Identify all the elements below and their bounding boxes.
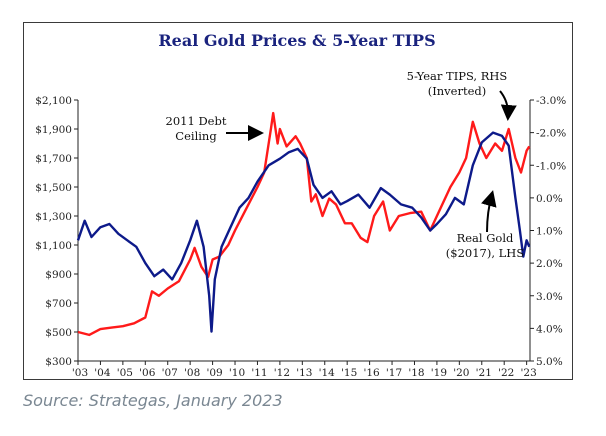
series-line-real-gold <box>77 111 531 337</box>
x-tick-label: '15 <box>341 367 357 379</box>
x-tick-label: '10 <box>229 367 245 379</box>
left-tick-label: $1,100 <box>35 240 72 252</box>
right-tick-label: 1.0% <box>536 226 563 238</box>
right-tick-label: 0.0% <box>536 193 563 205</box>
annotation-gold-line2: ($2017), LHS <box>446 246 525 260</box>
left-tick-label: $2,100 <box>35 95 72 107</box>
right-tick-label: 2.0% <box>536 258 563 270</box>
x-tick-label: '22 <box>498 367 514 379</box>
x-tick-label: '03 <box>72 367 88 379</box>
x-tick-label: '09 <box>206 367 222 379</box>
x-tick-label: '17 <box>386 367 402 379</box>
x-tick-label: '20 <box>453 367 469 379</box>
annotation-gold-arrow <box>481 190 497 233</box>
left-tick-label: $1,300 <box>35 211 72 223</box>
series-line-tips <box>76 131 531 333</box>
series-layer <box>76 111 531 337</box>
x-tick-label: '23 <box>521 367 537 379</box>
x-tick-label: '04 <box>94 367 111 379</box>
left-tick-label: $1,700 <box>35 153 72 165</box>
right-tick-label: -2.0% <box>536 128 566 140</box>
x-tick-label: '11 <box>251 367 267 379</box>
left-tick-label: $900 <box>45 269 72 281</box>
annotation-tips-line2: (Inverted) <box>428 84 487 98</box>
annotation-layer: 2011 Debt Ceiling 5-Year TIPS, RHS (Inve… <box>166 69 525 260</box>
right-tick-label: 4.0% <box>536 323 563 335</box>
right-tick-label: -1.0% <box>536 160 566 172</box>
x-tick-label: '18 <box>408 367 424 379</box>
left-tick-label: $300 <box>45 356 72 368</box>
x-tick-label: '14 <box>319 367 336 379</box>
left-tick-label: $1,500 <box>35 182 72 194</box>
left-tick-label: $500 <box>45 327 72 339</box>
right-tick-label: 3.0% <box>536 291 563 303</box>
annotation-debt-ceiling-line1: 2011 Debt <box>166 114 227 128</box>
annotation-debt-ceiling-line2: Ceiling <box>175 129 217 143</box>
right-tick-label: -3.0% <box>536 95 566 107</box>
source-caption: Source: Strategas, January 2023 <box>23 391 283 410</box>
x-tick-label: '05 <box>117 367 133 379</box>
x-tick-label: '19 <box>431 367 447 379</box>
annotation-tips-line1: 5-Year TIPS, RHS <box>407 69 508 83</box>
x-tick-label: '06 <box>139 367 156 379</box>
axes: $2,100 $1,900 $1,700 $1,500 $1,300 $1,100 $900… <box>35 95 566 379</box>
x-tick-label: '07 <box>162 367 178 379</box>
chart-title: Real Gold Prices & 5-Year TIPS <box>158 31 436 50</box>
annotation-gold-line1: Real Gold <box>457 231 514 245</box>
annotation-tips-arrow <box>499 90 517 121</box>
left-tick-label: $700 <box>45 298 72 310</box>
x-tick-label: '13 <box>296 367 312 379</box>
right-tick-label: 5.0% <box>536 356 563 368</box>
x-tick-label: '16 <box>363 367 380 379</box>
x-tick-label: '21 <box>476 367 492 379</box>
x-tick-label: '12 <box>274 367 290 379</box>
left-tick-label: $1,900 <box>35 124 72 136</box>
x-tick-label: '08 <box>184 367 200 379</box>
